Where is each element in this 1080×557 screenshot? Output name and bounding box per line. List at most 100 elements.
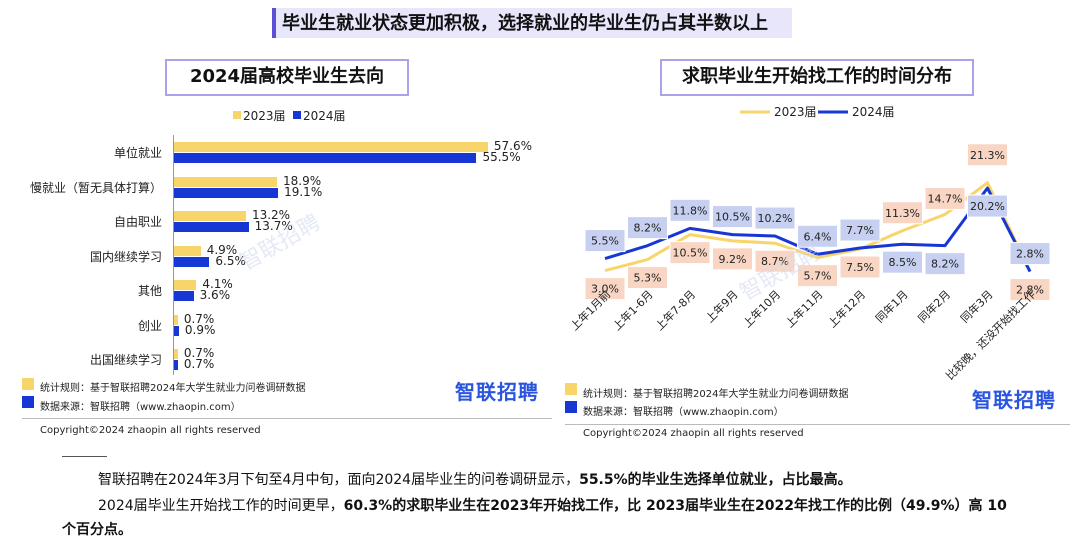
footnote-source: 数据来源：智联招聘（www.zhaopin.com） (40, 402, 241, 413)
data-label: 7.5% (846, 261, 874, 274)
category-label: 自由职业 (113, 215, 162, 229)
legend-label-2023: 2023届 (243, 109, 286, 123)
bar-2023 (174, 142, 488, 152)
zhaopin-logo-left: 智联招聘 (455, 380, 539, 404)
category-label: 单位就业 (113, 146, 162, 160)
data-label-box (797, 264, 838, 288)
bar-2024 (174, 187, 279, 198)
bar-value-label: 13.7% (254, 219, 293, 233)
data-label-box (839, 255, 881, 279)
data-label: 10.5% (673, 247, 708, 260)
data-label: 11.8% (673, 204, 708, 217)
bar-value-label: 4.9% (206, 242, 238, 257)
paragraph-1-text: 智联招聘在2024年3月下旬至4月中旬，面向2024届毕业生的问卷调研显示， (98, 472, 580, 488)
footnote-swatch-rule (22, 378, 34, 390)
x-tick-label: 上年7-8月 (652, 287, 698, 333)
data-label-box (882, 201, 923, 225)
data-label: 8.5% (889, 256, 917, 269)
x-tick-label: 同年2月 (915, 287, 953, 325)
bar-2023 (174, 211, 246, 221)
right-line-chart: 2023届 2024届 3.0% 5.3% 10.5% 9.2% 8.7% 5.7% 7.5% 1… (567, 105, 1051, 383)
paragraph-rule (62, 456, 107, 457)
bar-2023 (174, 245, 201, 256)
data-label-box (584, 229, 626, 253)
data-label-box (669, 198, 711, 222)
footnote-swatch-source (22, 396, 34, 408)
data-label-box (967, 143, 1008, 167)
data-label: 5.5% (591, 235, 619, 248)
bar-2023 (174, 349, 178, 359)
data-label-box (839, 218, 881, 242)
header-banner (272, 8, 792, 38)
bar-value-label: 6.5% (215, 253, 246, 268)
x-tick-label: 同年1月 (872, 287, 910, 325)
data-label-box (1009, 278, 1051, 302)
data-label-box (627, 216, 668, 240)
data-label: 5.7% (804, 270, 832, 283)
data-label-box (754, 206, 796, 230)
x-tick-label: 上年12月 (825, 287, 868, 330)
data-label: 8.2% (634, 222, 662, 235)
header-accent-bar (272, 8, 276, 38)
data-label: 7.7% (846, 224, 874, 237)
bar-2024 (174, 153, 477, 163)
bar-value-label: 0.7% (183, 311, 215, 326)
paragraph-1-highlight: 55.5%的毕业生选择单位就业，占比最高。 (579, 472, 852, 488)
bar-2024 (174, 256, 210, 267)
data-label-box (1009, 242, 1051, 266)
zhaopin-logo-right: 智联招聘 (972, 388, 1056, 412)
data-label: 2.8% (1016, 284, 1044, 297)
footnote-swatch-source-right (565, 401, 577, 413)
bar-2024 (174, 222, 249, 232)
data-label-box (712, 247, 753, 271)
data-label: 8.7% (761, 255, 789, 268)
data-label-box (924, 252, 966, 276)
footnote-rule: 统计规则：基于智联招聘2024年大学生就业力问卷调研数据 (40, 383, 306, 394)
category-label: 慢就业（暂无具体打算） (29, 180, 162, 195)
data-label-box (967, 194, 1008, 218)
data-label-box (669, 241, 711, 265)
bar-value-label: 0.7% (183, 357, 215, 371)
right-copyright: Copyright©2024 zhaopin all rights reserv… (583, 428, 804, 439)
footnote-source-right: 数据来源：智联招聘（www.zhaopin.com） (583, 407, 784, 418)
data-label-box (797, 224, 838, 248)
data-label: 2.8% (1016, 248, 1044, 261)
footnote-swatch-rule-right (565, 383, 577, 395)
legend-label-2024: 2024届 (303, 109, 346, 123)
page-title: 毕业生就业状态更加积极，选择就业的毕业生仍占其半数以上 (282, 13, 768, 34)
series-line-2024届 (604, 186, 1032, 273)
paragraph-1: 智联招聘在2024年3月下旬至4月中旬，面向2024届毕业生的问卷调研显示，55… (98, 468, 1048, 492)
legend-swatch-2023 (233, 111, 241, 119)
left-copyright: Copyright©2024 zhaopin all rights reserv… (40, 425, 261, 436)
bar-value-label: 55.5% (482, 150, 521, 164)
data-label: 8.2% (931, 258, 959, 271)
data-label: 10.2% (758, 212, 793, 225)
paragraph-2-highlight: 60.3%的求职毕业生在2023年开始找工作，比 2023届毕业生在2022年找… (62, 498, 1007, 538)
bar-value-label: 19.1% (284, 184, 323, 199)
legend-swatch-2024 (293, 111, 301, 119)
bar-value-label: 4.1% (202, 277, 233, 291)
data-label: 6.4% (804, 230, 832, 243)
footnote-rule-right: 统计规则：基于智联招聘2024年大学生就业力问卷调研数据 (583, 389, 849, 400)
bar-2023 (174, 280, 197, 290)
data-label-box (584, 277, 626, 301)
paragraph-2: 2024届毕业生开始找工作的时间更早，60.3%的求职毕业生在2023年开始找工… (62, 494, 1022, 542)
right-chart-title: 求职毕业生开始找工作的时间分布 (660, 59, 974, 96)
x-tick-label: 同年3月 (957, 287, 995, 325)
left-chart-axis (173, 135, 174, 375)
bar-value-label: 0.7% (183, 346, 215, 360)
right-divider (565, 424, 1070, 425)
bar-value-label: 13.2% (251, 208, 291, 222)
data-label-box (627, 266, 668, 290)
data-label: 5.3% (634, 272, 662, 285)
bar-value-label: 57.6% (493, 139, 533, 153)
bar-2023 (174, 176, 277, 187)
data-label: 21.3% (970, 149, 1005, 162)
bar-2024 (174, 325, 179, 336)
data-label: 14.7% (928, 192, 963, 205)
data-label: 11.3% (885, 207, 920, 220)
data-label-box (924, 186, 966, 210)
data-label: 20.2% (970, 200, 1005, 213)
data-label: 3.0% (591, 283, 619, 296)
bar-value-label: 3.6% (199, 288, 231, 302)
